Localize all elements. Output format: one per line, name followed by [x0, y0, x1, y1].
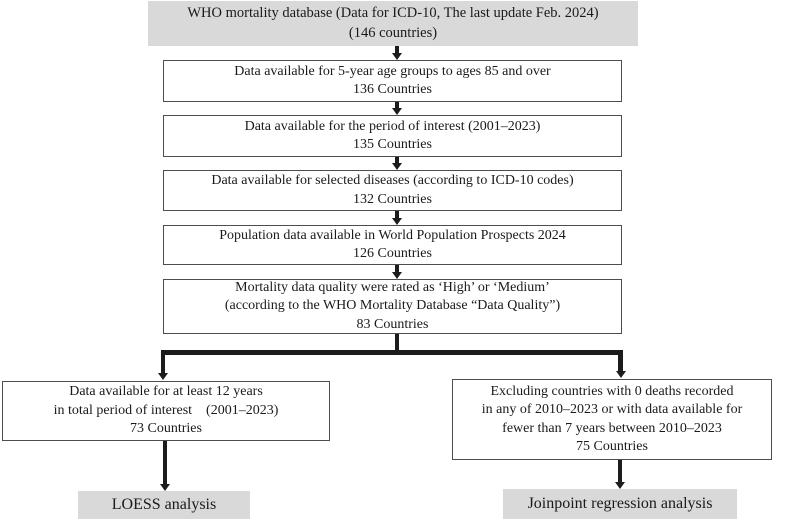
- arrow-shaft: [395, 157, 399, 163]
- arrow-down-icon: [391, 157, 403, 170]
- branch-box-joinpoint-criteria: Excluding countries with 0 deaths record…: [452, 379, 772, 460]
- step-count: 126 Countries: [353, 246, 432, 261]
- result-label: Joinpoint regression analysis: [527, 495, 713, 513]
- arrow-head-icon: [392, 272, 402, 279]
- result-label: LOESS analysis: [111, 496, 217, 514]
- step-box-population-data: Population data available in World Popul…: [163, 225, 622, 265]
- arrow-down-icon: [157, 354, 169, 380]
- step-criteria: Data available for the period of interes…: [244, 118, 541, 134]
- step-box-selected-diseases: Data available for selected diseases (ac…: [163, 170, 622, 211]
- arrow-head-icon: [158, 373, 168, 380]
- arrow-head-icon: [615, 482, 625, 489]
- arrow-head-icon: [615, 371, 626, 378]
- step-count: 132 Countries: [353, 191, 432, 207]
- arrow-shaft: [160, 354, 166, 373]
- branch-box-loess-criteria: Data available for at least 12 years in …: [2, 381, 330, 441]
- arrow-shaft: [395, 211, 399, 218]
- step-count: 136 Countries: [353, 82, 432, 97]
- branch-criteria-2: in total period of interest (2001–2023): [53, 402, 279, 418]
- arrow-head-icon: [392, 53, 402, 60]
- branch-horizontal-line: [161, 350, 623, 355]
- arrow-down-icon: [391, 265, 403, 279]
- arrow-head-icon: [160, 484, 170, 491]
- arrow-down-icon: [615, 354, 627, 378]
- arrow-shaft: [395, 102, 399, 108]
- step-criteria-2: (according to the WHO Mortality Database…: [224, 298, 561, 314]
- arrow-shaft: [163, 441, 167, 484]
- step-count: 83 Countries: [356, 316, 429, 332]
- source-box-count: (146 countries): [348, 24, 438, 41]
- arrow-head-icon: [392, 218, 402, 225]
- branch-stem-line: [394, 334, 399, 352]
- arrow-shaft: [618, 460, 622, 482]
- step-box-age-groups: Data available for 5-year age groups to …: [163, 60, 622, 102]
- arrow-shaft: [618, 354, 623, 371]
- arrow-head-icon: [392, 108, 402, 115]
- arrow-down-icon: [159, 441, 171, 491]
- arrow-down-icon: [391, 211, 403, 225]
- step-criteria: Population data available in World Popul…: [219, 227, 566, 243]
- arrow-shaft: [395, 46, 399, 53]
- step-count: 135 Countries: [353, 137, 432, 152]
- step-criteria: Mortality data quality were rated as ‘Hi…: [235, 279, 550, 295]
- step-criteria: Data available for selected diseases (ac…: [211, 173, 574, 189]
- result-box-joinpoint: Joinpoint regression analysis: [503, 489, 737, 519]
- source-box-title: WHO mortality database (Data for ICD-10,…: [187, 5, 599, 22]
- branch-criteria-2: in any of 2010–2023 or with data availab…: [481, 402, 743, 418]
- arrow-shaft: [395, 265, 399, 272]
- arrow-head-icon: [392, 163, 402, 170]
- branch-count: 75 Countries: [576, 438, 648, 454]
- branch-criteria-3: fewer than 7 years between 2010–2023: [502, 420, 722, 436]
- step-box-period-of-interest: Data available for the period of interes…: [163, 115, 622, 157]
- arrow-down-icon: [391, 46, 403, 60]
- step-box-data-quality: Mortality data quality were rated as ‘Hi…: [163, 279, 622, 334]
- step-criteria: Data available for 5-year age groups to …: [234, 63, 551, 79]
- arrow-down-icon: [391, 102, 403, 115]
- result-box-loess: LOESS analysis: [78, 491, 250, 519]
- branch-criteria: Data available for at least 12 years: [69, 384, 263, 400]
- branch-count: 73 Countries: [130, 421, 202, 437]
- branch-criteria: Excluding countries with 0 deaths record…: [490, 383, 734, 399]
- source-box-who-database: WHO mortality database (Data for ICD-10,…: [148, 1, 638, 46]
- arrow-down-icon: [614, 460, 626, 489]
